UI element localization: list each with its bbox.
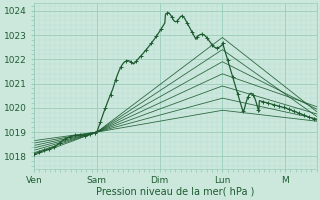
X-axis label: Pression niveau de la mer( hPa ): Pression niveau de la mer( hPa ) (96, 187, 254, 197)
